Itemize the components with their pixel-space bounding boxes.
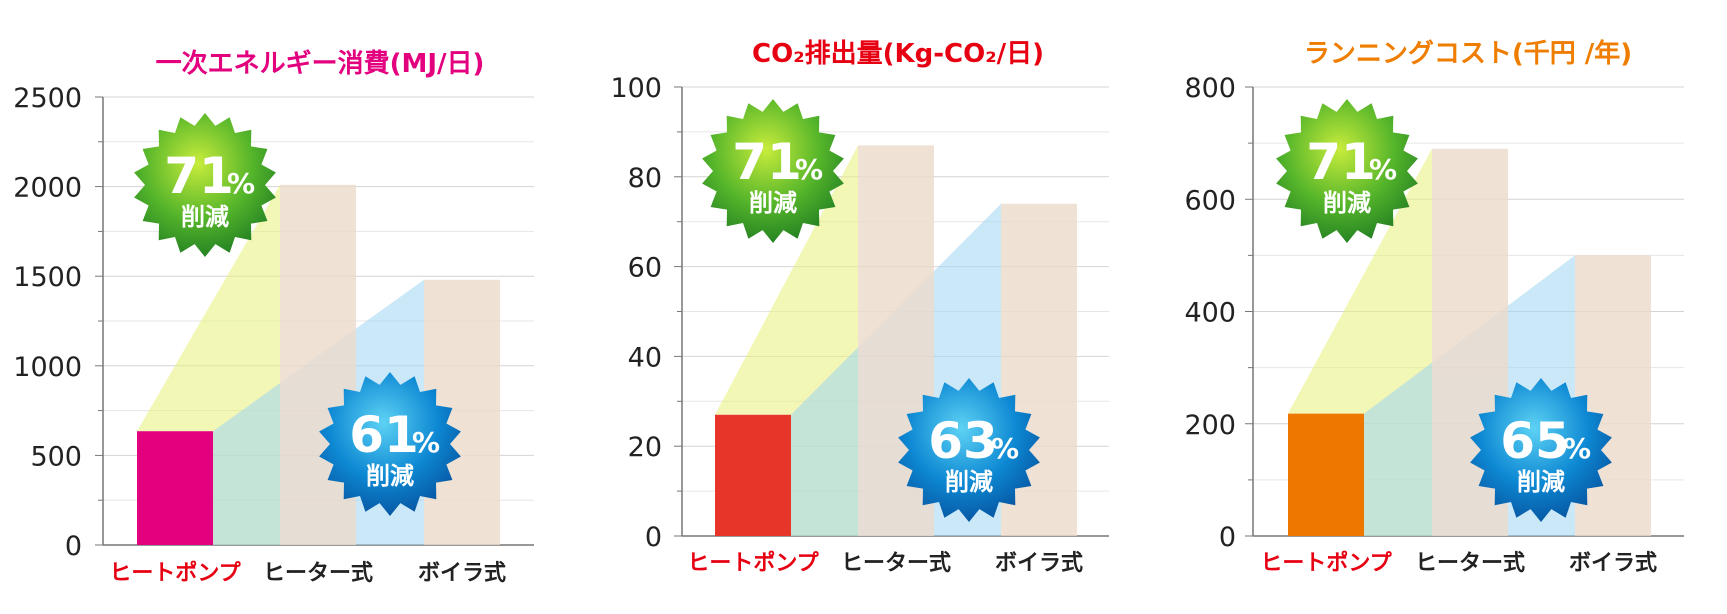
x-category-label: ボイラ式 xyxy=(418,561,506,586)
badge-percent-value: 71 xyxy=(1306,133,1376,191)
bar-3 xyxy=(1575,255,1651,536)
badge-reduction-label: 削減 xyxy=(181,203,229,231)
bar-1 xyxy=(1288,413,1364,536)
x-category-label: ボイラ式 xyxy=(995,551,1083,576)
starburst-badge-shape xyxy=(1470,378,1612,522)
x-category-label: ボイラ式 xyxy=(1569,551,1657,576)
reduction-badge: 71% 削減 xyxy=(1276,99,1418,243)
starburst-badge-shape xyxy=(134,113,276,257)
badge-percent-value: 71 xyxy=(164,147,234,205)
badge-percent-unit: % xyxy=(412,426,440,459)
starburst-badge-shape xyxy=(702,99,844,243)
y-tick-label: 400 xyxy=(1184,298,1236,329)
y-tick-label: 20 xyxy=(628,432,662,463)
x-category-label: ヒーター式 xyxy=(263,561,373,586)
badge-percent-value: 61 xyxy=(349,406,419,464)
badge-percent-unit: % xyxy=(795,153,823,186)
badge-percent-unit: % xyxy=(1563,432,1591,465)
y-tick-label: 200 xyxy=(1184,410,1236,441)
starburst-badge-shape xyxy=(319,372,461,516)
y-tick-label: 0 xyxy=(1219,522,1236,553)
badge-reduction-label: 削減 xyxy=(1323,189,1371,217)
x-category-label: ヒートポンプ xyxy=(1260,550,1392,576)
reduction-badge: 61% 削減 xyxy=(319,372,461,516)
x-category-label: ヒートポンプ xyxy=(109,560,241,586)
chart-title: 一次エネルギー消費(MJ/日) xyxy=(156,49,485,79)
bar-1 xyxy=(715,414,791,536)
badge-percent-unit: % xyxy=(227,167,255,200)
y-tick-label: 500 xyxy=(30,441,82,472)
bar-2 xyxy=(280,184,356,546)
badge-percent-value: 65 xyxy=(1500,412,1570,470)
y-tick-label: 0 xyxy=(65,531,82,562)
badge-percent-unit: % xyxy=(991,432,1019,465)
badge-reduction-label: 削減 xyxy=(1517,468,1565,496)
starburst-badge-shape xyxy=(898,378,1040,522)
y-tick-label: 1000 xyxy=(13,352,82,383)
starburst-badge-shape xyxy=(1276,99,1418,243)
chart-2: 0 20 40 60 80 100 ヒートポンプ ヒーター式 ボイラ式 CO₂排出量(Kg-CO₂… xyxy=(610,39,1109,576)
chart-title: ランニングコスト(千円 /年) xyxy=(1304,38,1632,69)
badge-percent-value: 63 xyxy=(928,412,998,470)
badge-percent-unit: % xyxy=(1369,153,1397,186)
y-tick-label: 600 xyxy=(1184,185,1236,216)
y-tick-label: 100 xyxy=(610,73,662,104)
y-tick-label: 2000 xyxy=(13,173,82,204)
badge-percent-value: 71 xyxy=(732,133,802,191)
reduction-badge: 65% 削減 xyxy=(1470,378,1612,522)
x-category-label: ヒーター式 xyxy=(1415,551,1525,576)
y-tick-label: 0 xyxy=(645,522,662,553)
reduction-badge: 71% 削減 xyxy=(134,113,276,257)
y-tick-label: 800 xyxy=(1184,73,1236,104)
badge-reduction-label: 削減 xyxy=(945,468,993,496)
y-tick-label: 80 xyxy=(628,163,662,194)
chart-1: 0 500 1000 1500 2000 2500 ヒートポンプ ヒーター式 ボイラ式 一次エネル… xyxy=(13,49,534,586)
chart-title: CO₂排出量(Kg-CO₂/日) xyxy=(752,39,1044,69)
y-tick-label: 1500 xyxy=(13,262,82,293)
reduction-badge: 71% 削減 xyxy=(702,99,844,243)
x-category-label: ヒーター式 xyxy=(841,551,951,576)
y-tick-label: 2500 xyxy=(13,83,82,114)
chart-3: 0 200 400 600 800 ヒートポンプ ヒーター式 ボイラ式 ランニングコスト(千円 … xyxy=(1184,38,1684,576)
y-tick-label: 60 xyxy=(628,253,662,284)
badge-reduction-label: 削減 xyxy=(749,189,797,217)
x-category-label: ヒートポンプ xyxy=(687,550,819,576)
badge-reduction-label: 削減 xyxy=(366,462,414,490)
bar-1 xyxy=(137,431,213,545)
reduction-badge: 63% 削減 xyxy=(898,378,1040,522)
y-tick-label: 40 xyxy=(628,342,662,373)
